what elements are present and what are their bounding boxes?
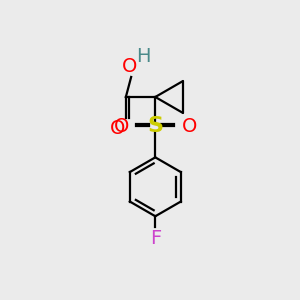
Text: O: O xyxy=(122,56,137,76)
Text: F: F xyxy=(150,230,161,248)
Text: S: S xyxy=(147,116,163,136)
Text: O: O xyxy=(110,119,125,138)
Text: O: O xyxy=(113,117,129,136)
Text: O: O xyxy=(182,117,197,136)
Text: H: H xyxy=(136,47,151,66)
